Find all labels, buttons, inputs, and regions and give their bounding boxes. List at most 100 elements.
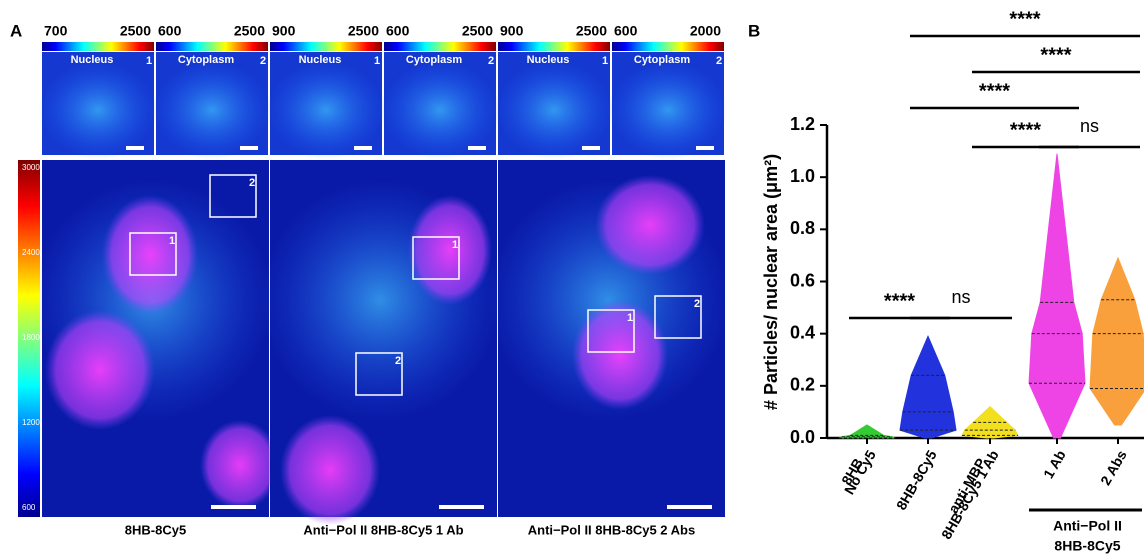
panel-label: A <box>10 21 22 40</box>
inset-colorbar <box>156 42 268 51</box>
y-tick-label: 0.4 <box>790 322 815 342</box>
significance-label: ns <box>1080 116 1099 136</box>
x-tick-label: 8HB-8Cy5 <box>893 447 940 512</box>
inset-number: 2 <box>716 55 722 67</box>
colorbar-min: 600 <box>158 23 182 39</box>
caption: 8HB-8Cy5 <box>125 522 186 537</box>
nucleus <box>102 195 198 315</box>
colorbar-max: 2500 <box>348 23 379 39</box>
inset-title: Cytoplasm <box>406 54 462 66</box>
inset-colorbar <box>384 42 496 51</box>
scale-bar <box>696 146 714 150</box>
violin <box>1089 256 1144 426</box>
violin <box>899 335 957 439</box>
nucleus <box>595 175 705 275</box>
roi-box <box>654 295 702 339</box>
inset-colorbar <box>270 42 382 51</box>
colorbar-max: 2000 <box>690 23 721 39</box>
inset-glow <box>608 60 728 160</box>
inset-title: Cytoplasm <box>634 54 690 66</box>
y-axis-label: # Particles/ nuclear area (μm²) <box>761 154 781 410</box>
y-tick-label: 0.8 <box>790 218 815 238</box>
scale-bar <box>582 146 600 150</box>
x-tick-label: 8HB-8Cy5 1 Ab <box>938 447 1002 541</box>
significance-label: **** <box>1009 8 1040 30</box>
nucleus <box>408 195 492 305</box>
y-tick-label: 1.0 <box>790 166 815 186</box>
significance-label: **** <box>979 80 1010 102</box>
colorbar-max: 2500 <box>462 23 493 39</box>
roi-label: 1 <box>169 235 175 247</box>
colorbar-min: 600 <box>386 23 410 39</box>
scale-bar <box>211 505 256 509</box>
scale-bar <box>126 146 144 150</box>
colorbar-min: 900 <box>500 23 524 39</box>
colorbar-max: 2500 <box>120 23 151 39</box>
inset-glow <box>494 60 614 160</box>
colorbar-min: 900 <box>272 23 296 39</box>
significance-label: **** <box>884 290 915 312</box>
scale-bar <box>240 146 258 150</box>
caption: Anti−Pol II 8HB-8Cy5 2 Abs <box>528 522 695 537</box>
roi-box <box>209 174 257 218</box>
violin <box>1028 153 1086 439</box>
roi-box <box>412 236 460 280</box>
inset-title: Cytoplasm <box>178 54 234 66</box>
roi-label: 2 <box>395 355 401 367</box>
group-label: 8HB-8Cy5 <box>1054 538 1120 554</box>
panel-label: B <box>748 21 760 40</box>
nucleus <box>572 300 668 410</box>
scale-bar <box>354 146 372 150</box>
inset-glow <box>152 60 272 160</box>
inset-number: 1 <box>146 55 152 67</box>
colorbar-tick: 1800 <box>22 333 40 342</box>
inset-number: 1 <box>602 55 608 67</box>
x-tick-label: 2 Abs <box>1097 447 1130 488</box>
inset-number: 2 <box>488 55 494 67</box>
colorbar-min: 700 <box>44 23 68 39</box>
x-tick-label: 1 Ab <box>1040 447 1069 481</box>
colorbar-min: 600 <box>614 23 638 39</box>
roi-box <box>587 309 635 353</box>
inset-number: 2 <box>260 55 266 67</box>
group-label: Anti−Pol II <box>1053 518 1122 534</box>
inset-title: Nucleus <box>527 54 570 66</box>
scale-bar <box>667 505 712 509</box>
significance-label: **** <box>1010 119 1041 141</box>
colorbar-max: 2500 <box>234 23 265 39</box>
significance-label: **** <box>1040 44 1071 66</box>
scale-bar <box>439 505 484 509</box>
caption: Anti−Pol II 8HB-8Cy5 1 Ab <box>303 522 463 537</box>
y-tick-label: 0.6 <box>790 270 815 290</box>
inset-colorbar <box>42 42 154 51</box>
roi-label: 1 <box>627 312 633 324</box>
roi-box <box>129 232 177 276</box>
inset-title: Nucleus <box>299 54 342 66</box>
vertical-colorbar <box>18 160 40 517</box>
colorbar-tick: 1200 <box>22 418 40 427</box>
colorbar-tick: 600 <box>22 503 36 512</box>
colorbar-tick: 2400 <box>22 248 40 257</box>
y-tick-label: 0.0 <box>790 427 815 447</box>
inset-colorbar <box>498 42 610 51</box>
inset-glow <box>266 60 386 160</box>
roi-box <box>355 352 403 396</box>
y-tick-label: 1.2 <box>790 114 815 134</box>
roi-label: 1 <box>452 239 458 251</box>
nucleus <box>45 310 155 430</box>
inset-glow <box>380 60 500 160</box>
significance-label: ns <box>951 287 970 307</box>
violin <box>838 424 896 439</box>
colorbar-max: 2500 <box>576 23 607 39</box>
y-tick-label: 0.2 <box>790 375 815 395</box>
inset-title: Nucleus <box>71 54 114 66</box>
inset-glow <box>38 60 158 160</box>
roi-label: 2 <box>694 298 700 310</box>
scale-bar <box>468 146 486 150</box>
colorbar-tick: 3000 <box>22 163 40 172</box>
inset-colorbar <box>612 42 724 51</box>
nucleus <box>200 420 280 510</box>
roi-label: 2 <box>249 177 255 189</box>
